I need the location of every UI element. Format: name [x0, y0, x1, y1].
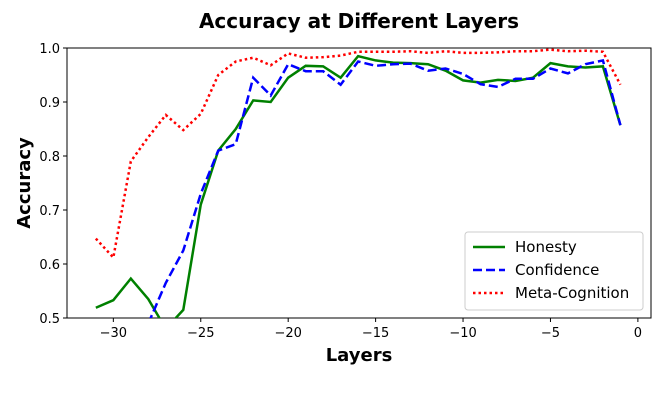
- x-tick-label: −10: [449, 326, 476, 341]
- x-tick-label: −5: [541, 326, 560, 341]
- data-line: [94, 48, 622, 261]
- x-tick-label: −20: [274, 326, 301, 341]
- legend-label: Confidence: [515, 261, 599, 279]
- x-tick-label: −15: [362, 326, 389, 341]
- y-tick-label: 0.5: [39, 312, 60, 327]
- data-line: [149, 58, 622, 318]
- chart-title: Accuracy at Different Layers: [199, 9, 519, 33]
- x-tick-label: 0: [634, 326, 642, 341]
- y-tick-label: 0.7: [39, 204, 60, 219]
- y-tick-label: 0.8: [39, 150, 60, 165]
- legend-label: Meta-Cognition: [515, 284, 629, 302]
- y-axis-label: Accuracy: [14, 137, 35, 229]
- y-tick-label: 0.6: [39, 258, 60, 273]
- legend-box: [464, 231, 644, 311]
- y-tick-label: 1.0: [39, 42, 60, 57]
- plot-frame: [66, 47, 652, 319]
- legend-label: Honesty: [515, 238, 577, 256]
- y-tick-label: 0.9: [39, 96, 60, 111]
- x-tick-label: −25: [187, 326, 214, 341]
- legend: Honesty Confidence Meta-Cognition: [464, 231, 644, 311]
- x-axis-label: Layers: [326, 345, 393, 366]
- plot-area: [94, 48, 622, 318]
- x-tick-label: −30: [100, 326, 127, 341]
